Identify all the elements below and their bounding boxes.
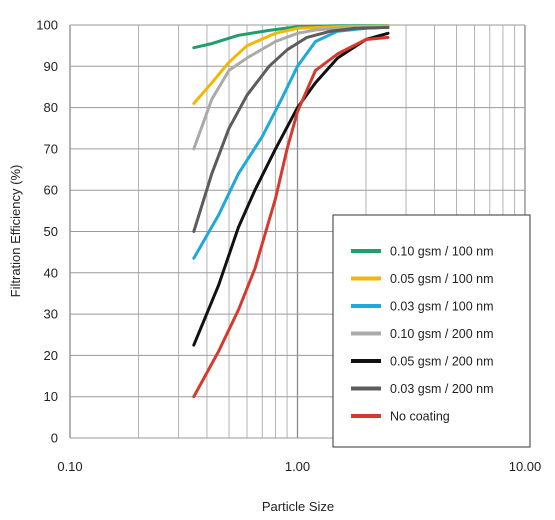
y-tick-label: 100 <box>36 18 58 33</box>
y-tick-label: 70 <box>44 141 58 156</box>
y-tick-label: 20 <box>44 348 58 363</box>
series-line-5 <box>192 26 390 233</box>
y-tick-label: 10 <box>44 389 58 404</box>
legend-label: 0.05 gsm / 100 nm <box>390 272 494 286</box>
series-lines <box>192 24 390 399</box>
y-tick-label: 0 <box>51 431 58 446</box>
legend-label: 0.03 gsm / 100 nm <box>390 300 494 314</box>
y-tick-labels: 0 10 20 30 40 50 60 70 80 90 100 <box>36 18 58 446</box>
y-tick-label: 30 <box>44 307 58 322</box>
series-line-6 <box>192 35 390 399</box>
y-axis-title: Filtration Efficiency (%) <box>8 165 23 298</box>
series-line-1 <box>192 24 390 105</box>
y-tick-label: 60 <box>44 183 58 198</box>
x-axis-title: Particle Size <box>262 499 334 514</box>
legend-box <box>332 214 531 448</box>
x-tick-label: 0.10 <box>57 459 82 474</box>
legend-label: 0.05 gsm / 200 nm <box>390 355 494 369</box>
legend-label: No coating <box>390 410 450 424</box>
y-tick-label: 80 <box>44 100 58 115</box>
legend: 0.10 gsm / 100 nm 0.05 gsm / 100 nm 0.03 g… <box>332 214 531 448</box>
y-tick-label: 50 <box>44 224 58 239</box>
legend-label: 0.03 gsm / 200 nm <box>390 382 494 396</box>
series-line-4 <box>192 31 390 347</box>
x-tick-labels: 0.10 1.00 10.00 <box>57 459 541 474</box>
y-tick-label: 90 <box>44 59 58 74</box>
x-tick-label: 1.00 <box>285 459 310 474</box>
x-tick-label: 10.00 <box>509 459 542 474</box>
legend-label: 0.10 gsm / 100 nm <box>390 245 494 259</box>
y-tick-label: 40 <box>44 265 58 280</box>
legend-label: 0.10 gsm / 200 nm <box>390 327 494 341</box>
